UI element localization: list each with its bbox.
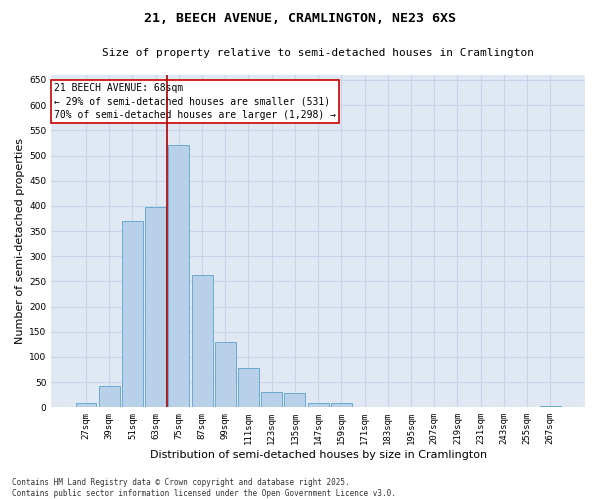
Text: Contains HM Land Registry data © Crown copyright and database right 2025.
Contai: Contains HM Land Registry data © Crown c… — [12, 478, 396, 498]
Bar — [145, 207, 166, 408]
Bar — [76, 404, 97, 407]
Text: 21, BEECH AVENUE, CRAMLINGTON, NE23 6XS: 21, BEECH AVENUE, CRAMLINGTON, NE23 6XS — [144, 12, 456, 26]
Text: 21 BEECH AVENUE: 68sqm
← 29% of semi-detached houses are smaller (531)
70% of se: 21 BEECH AVENUE: 68sqm ← 29% of semi-det… — [54, 84, 336, 120]
Bar — [540, 406, 561, 408]
Bar — [215, 342, 236, 407]
Bar — [169, 146, 189, 408]
Bar — [284, 393, 305, 407]
Y-axis label: Number of semi-detached properties: Number of semi-detached properties — [15, 138, 25, 344]
Bar — [122, 221, 143, 408]
X-axis label: Distribution of semi-detached houses by size in Cramlington: Distribution of semi-detached houses by … — [149, 450, 487, 460]
Bar — [99, 386, 119, 407]
Bar — [261, 392, 282, 407]
Bar — [331, 403, 352, 407]
Bar — [238, 368, 259, 408]
Bar — [308, 403, 329, 407]
Title: Size of property relative to semi-detached houses in Cramlington: Size of property relative to semi-detach… — [102, 48, 534, 58]
Bar — [191, 275, 212, 407]
